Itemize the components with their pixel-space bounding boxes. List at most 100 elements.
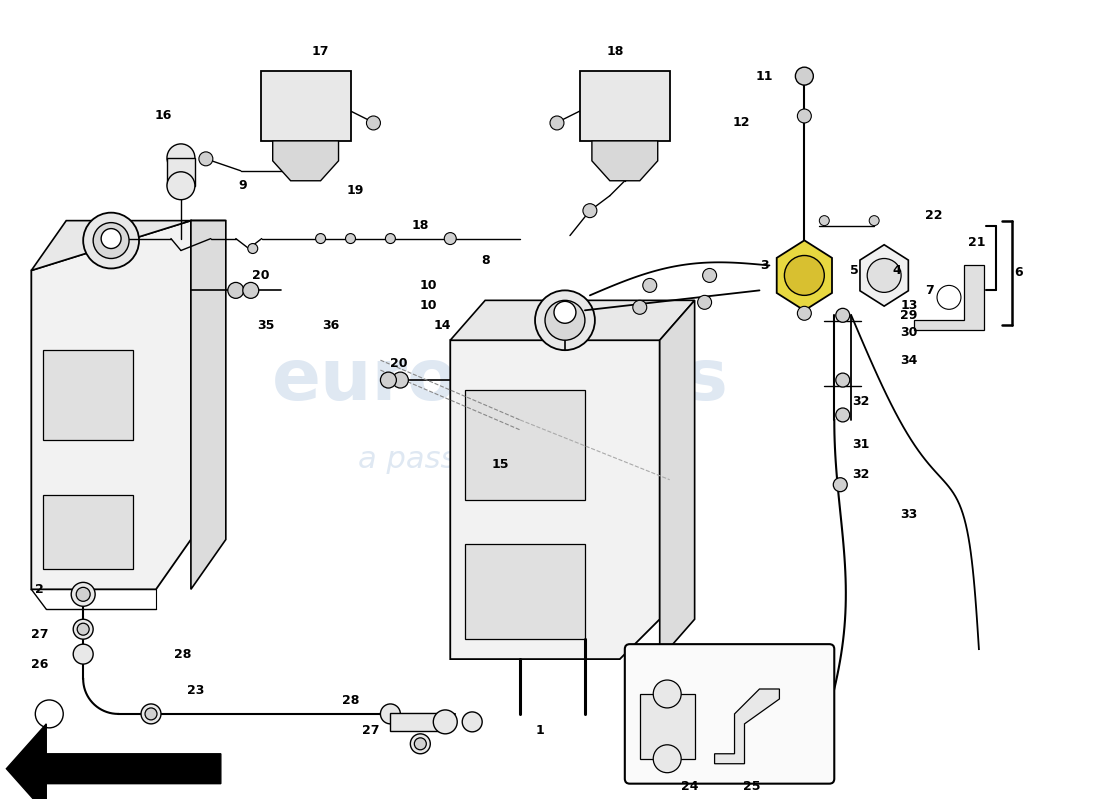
Text: a passion for parts: a passion for parts <box>358 446 642 474</box>
Bar <box>43 494 133 570</box>
Bar <box>390 713 446 731</box>
Circle shape <box>535 290 595 350</box>
Circle shape <box>550 116 564 130</box>
Circle shape <box>35 700 63 728</box>
Text: 4: 4 <box>893 264 902 277</box>
Text: 13: 13 <box>901 299 917 312</box>
Text: 29: 29 <box>901 309 917 322</box>
Polygon shape <box>592 141 658 181</box>
Circle shape <box>74 644 94 664</box>
Text: 35: 35 <box>257 318 274 332</box>
Circle shape <box>836 308 849 322</box>
Text: 21: 21 <box>968 236 986 249</box>
Circle shape <box>316 234 326 243</box>
Text: 1: 1 <box>536 724 544 738</box>
Polygon shape <box>31 221 226 270</box>
Polygon shape <box>7 724 221 800</box>
Text: 15: 15 <box>492 458 509 471</box>
Circle shape <box>243 282 258 298</box>
Circle shape <box>869 216 879 226</box>
Text: 32: 32 <box>852 468 870 482</box>
Circle shape <box>145 708 157 720</box>
Polygon shape <box>273 141 339 181</box>
Text: 36: 36 <box>322 318 339 332</box>
Circle shape <box>653 680 681 708</box>
Circle shape <box>141 704 161 724</box>
Circle shape <box>444 233 456 245</box>
Circle shape <box>101 229 121 249</box>
Circle shape <box>94 222 129 258</box>
Bar <box>261 71 351 141</box>
Circle shape <box>381 704 400 724</box>
Bar <box>580 71 670 141</box>
Circle shape <box>462 712 482 732</box>
Text: 33: 33 <box>901 508 917 521</box>
Text: 32: 32 <box>852 395 870 409</box>
Text: 11: 11 <box>756 70 773 82</box>
Text: 7: 7 <box>925 284 934 297</box>
Text: 23: 23 <box>187 685 205 698</box>
Circle shape <box>798 109 812 123</box>
Text: 3: 3 <box>760 259 769 272</box>
Polygon shape <box>450 340 660 659</box>
Circle shape <box>632 300 647 314</box>
Circle shape <box>937 286 961 310</box>
Text: 22: 22 <box>925 209 943 222</box>
Text: 10: 10 <box>419 299 437 312</box>
Text: 19: 19 <box>346 184 364 198</box>
Circle shape <box>393 372 408 388</box>
Polygon shape <box>914 266 983 330</box>
Circle shape <box>248 243 257 254</box>
FancyBboxPatch shape <box>625 644 834 784</box>
Text: 8: 8 <box>481 254 490 267</box>
Circle shape <box>583 204 597 218</box>
Polygon shape <box>450 300 694 340</box>
Text: 12: 12 <box>733 117 750 130</box>
Circle shape <box>784 255 824 295</box>
Text: 25: 25 <box>742 780 760 793</box>
Polygon shape <box>660 300 694 659</box>
Polygon shape <box>191 221 225 590</box>
Circle shape <box>72 582 96 606</box>
Circle shape <box>410 734 430 754</box>
Bar <box>640 694 694 758</box>
Circle shape <box>84 213 139 269</box>
Text: 28: 28 <box>174 648 191 661</box>
Text: 27: 27 <box>362 724 380 738</box>
Circle shape <box>836 373 849 387</box>
Circle shape <box>228 282 244 298</box>
Text: 34: 34 <box>901 354 917 366</box>
Circle shape <box>366 116 381 130</box>
Text: 18: 18 <box>411 219 429 232</box>
Circle shape <box>199 152 213 166</box>
Circle shape <box>345 234 355 243</box>
Circle shape <box>554 302 576 323</box>
Circle shape <box>544 300 585 340</box>
Circle shape <box>433 710 458 734</box>
Circle shape <box>415 738 427 750</box>
Circle shape <box>77 623 89 635</box>
Circle shape <box>820 216 829 226</box>
Polygon shape <box>715 689 780 764</box>
Text: 5: 5 <box>850 264 859 277</box>
Circle shape <box>385 234 395 243</box>
Bar <box>465 390 585 500</box>
Circle shape <box>798 306 812 320</box>
Circle shape <box>703 269 716 282</box>
Text: 14: 14 <box>433 318 451 332</box>
Circle shape <box>167 144 195 172</box>
Text: 18: 18 <box>606 45 624 58</box>
Text: 31: 31 <box>852 438 870 451</box>
Text: 28: 28 <box>342 694 360 707</box>
Circle shape <box>167 172 195 200</box>
Circle shape <box>836 408 849 422</box>
Text: 30: 30 <box>901 326 917 338</box>
Circle shape <box>642 278 657 292</box>
Text: 24: 24 <box>681 780 698 793</box>
Circle shape <box>795 67 813 85</box>
Circle shape <box>381 372 396 388</box>
Polygon shape <box>777 240 832 310</box>
Text: 9: 9 <box>239 179 248 192</box>
Text: 6: 6 <box>1014 266 1023 279</box>
Circle shape <box>76 587 90 602</box>
